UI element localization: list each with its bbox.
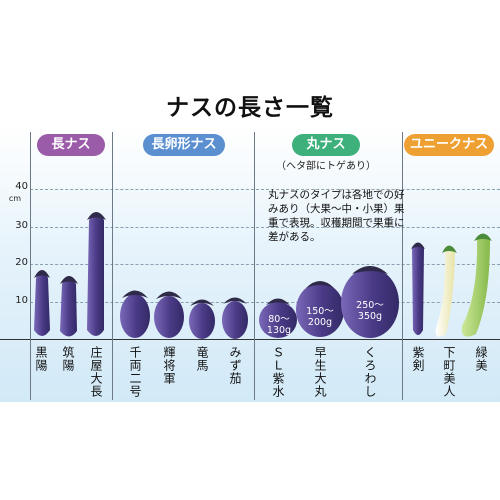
eggplant-shoya-onaga [87,212,106,336]
separator-3 [402,132,403,400]
ytick-10: 10 [15,295,28,306]
variety-label-shitamachi-bijin: 下町美人 [442,346,456,398]
variety-label-shiken: 紫剣 [411,346,425,372]
round-note: 丸ナスのタイプは各地での好みあり（大果〜中・小果）果重で表現。収穫期間で果重に差… [268,189,405,243]
variety-label-mizunasu: みず茄 [228,346,242,385]
eggplant-ryoma [189,299,215,339]
eggplant-wase-omaru [296,281,344,337]
eggplant-kokuyo [34,270,50,336]
variety-label-wase-omaru: 早生大丸 [313,346,327,398]
eggplant-senryo-nigo [120,290,150,338]
eggplant-kisho-gun [154,291,184,338]
variety-label-ryoma: 竜馬 [195,346,209,372]
variety-label-shoya-onaga: 庄屋大長 [89,346,103,398]
gridline-20 [30,264,500,265]
ytick-30: 30 [15,220,28,231]
separator-2 [254,132,255,400]
baseline [0,339,500,340]
separator-1 [112,132,113,400]
round-subtitle: （ヘタ部にトゲあり） [276,161,376,172]
eggplant-sl-shisui [259,298,297,338]
separator-axis [30,132,31,400]
group-label-oblong: 長卵形ナス [151,137,217,152]
variety-label-chikuyo: 筑陽 [61,346,75,372]
gridline-30 [30,227,500,228]
weight-label-sl-shisui: 80〜130g [266,314,292,336]
variety-label-kokuyo: 黒陽 [34,346,48,372]
eggplant-shitamachi-bijin [435,245,457,337]
eggplant-shiken [411,242,425,335]
variety-label-ryokubi: 緑美 [474,346,488,372]
y-unit: cm [8,194,22,203]
group-label-round: 丸ナス [306,137,346,152]
eggplant-kurowashi [341,266,399,338]
eggplant-mizunasu [222,297,248,339]
eggplant-ryokubi [461,233,492,337]
group-badge-long: 長ナス [37,134,105,156]
variety-label-kurowashi: くろわし [363,346,377,398]
ytick-40: 40 [15,181,28,192]
variety-label-senryo-nigo: 千両二号 [128,346,142,398]
weight-label-wase-omaru: 150〜200g [306,306,334,328]
gridline-40 [30,189,500,190]
variety-label-sl-shisui: ＳＬ紫水 [271,346,285,398]
page-title: ナスの長さ一覧 [166,95,334,121]
group-badge-unique: ユニークナス [404,134,494,156]
group-label-unique: ユニークナス [409,137,488,152]
ytick-20: 20 [15,257,28,268]
group-badge-oblong: 長卵形ナス [143,134,225,156]
variety-label-kisho-gun: 輝将軍 [162,346,176,385]
weight-label-kurowashi: 250〜350g [356,300,384,322]
eggplant-chikuyo [60,276,78,337]
group-badge-round: 丸ナス [292,134,360,156]
group-label-long: 長ナス [51,137,91,152]
gridline-10 [30,302,500,303]
